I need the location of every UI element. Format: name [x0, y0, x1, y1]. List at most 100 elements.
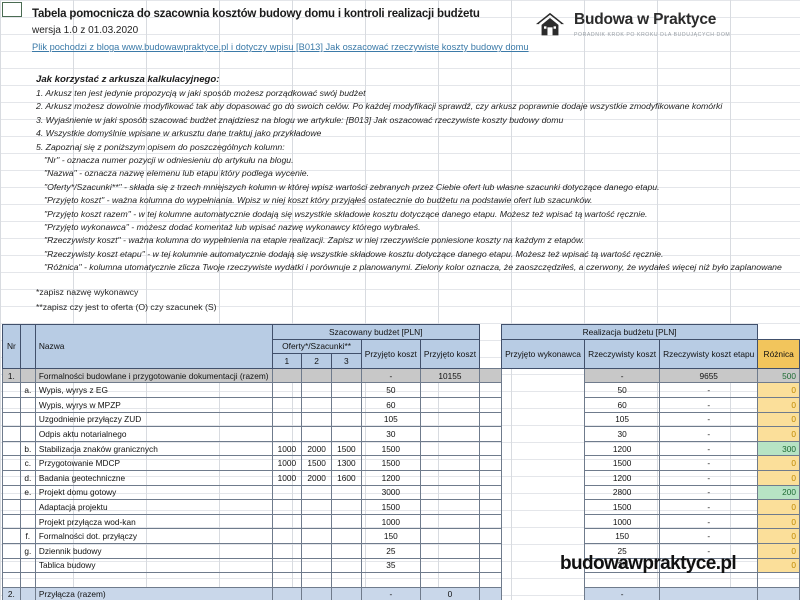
cell-nr[interactable] [2, 499, 21, 515]
cell-letter[interactable] [19, 572, 36, 588]
cell-nr[interactable] [2, 542, 21, 559]
cell-difference[interactable] [757, 572, 800, 588]
cell-real-cost-stage[interactable]: - [659, 455, 759, 471]
cell-real-cost-stage[interactable] [659, 586, 759, 600]
cell-cost[interactable]: 105 [360, 411, 421, 428]
cell-offer-3[interactable] [331, 572, 362, 588]
cell-offer-2[interactable] [301, 411, 332, 428]
table-row[interactable]: Uzgodnienie przyłączy ZUD 105 105-0 [2, 411, 800, 428]
cell-real-cost-stage[interactable]: - [659, 440, 759, 457]
cell-offer-1[interactable] [271, 499, 303, 515]
cell-contractor[interactable] [479, 542, 502, 559]
cell-offer-3[interactable] [331, 382, 362, 398]
cell-letter[interactable]: b. [19, 440, 36, 457]
cell-nr[interactable] [2, 426, 21, 442]
cell-difference[interactable]: 0 [757, 396, 800, 413]
cell-offer-1[interactable] [271, 411, 303, 428]
cell-offer-2[interactable] [301, 426, 332, 442]
cell-cost-total[interactable] [419, 411, 481, 428]
cell-nr[interactable] [2, 469, 21, 486]
cell-letter[interactable]: e. [19, 484, 36, 501]
cell-nr[interactable]: 2. [2, 586, 21, 600]
cell-contractor[interactable] [479, 411, 502, 428]
cell-cost-total[interactable] [419, 484, 481, 501]
cell-real-cost-stage[interactable]: - [659, 469, 759, 486]
cell-cost[interactable]: 30 [360, 426, 421, 442]
cell-contractor[interactable] [479, 499, 502, 515]
cell-cost[interactable]: 50 [360, 382, 421, 398]
cell-real-cost[interactable]: 1200 [584, 469, 661, 486]
cell-cost-total[interactable]: 0 [419, 586, 481, 600]
cell-offer-1[interactable] [271, 396, 303, 413]
cell-real-cost-stage[interactable]: - [659, 382, 759, 398]
cell-offer-1[interactable] [271, 586, 303, 600]
cell-offer-3[interactable] [331, 484, 362, 501]
cell-cost-total[interactable] [419, 513, 481, 530]
cell-letter[interactable]: g. [19, 542, 36, 559]
cell-name[interactable]: Tablica budowy [34, 557, 273, 574]
cell-offer-2[interactable] [301, 513, 332, 530]
cell-letter[interactable]: c. [19, 455, 36, 471]
cell-offer-2[interactable] [301, 528, 332, 544]
cell-cost[interactable]: 1500 [360, 455, 421, 471]
cell-name[interactable]: Wypis, wyrys w MPZP [34, 396, 273, 413]
cell-offer-3[interactable] [331, 367, 362, 384]
cell-offer-3[interactable] [331, 396, 362, 413]
cell-cost-total[interactable] [419, 542, 481, 559]
cell-offer-3[interactable] [331, 426, 362, 442]
cell-difference[interactable]: 0 [757, 455, 800, 471]
cell-offer-2[interactable]: 1500 [301, 455, 332, 471]
cell-nr[interactable] [2, 572, 21, 588]
cell-contractor[interactable] [479, 586, 502, 600]
cell-contractor[interactable] [479, 528, 502, 544]
cell-offer-1[interactable] [271, 528, 303, 544]
cell-nr[interactable] [2, 440, 21, 457]
cell-real-cost[interactable]: 30 [584, 426, 661, 442]
cell-name[interactable]: Projekt domu gotowy [34, 484, 273, 501]
table-row[interactable]: g. Dziennik budowy 25 25-0 [2, 542, 800, 559]
cell-nr[interactable] [2, 382, 21, 398]
cell-name[interactable]: Formalności dot. przyłączy [34, 528, 273, 544]
cell-offer-2[interactable]: 2000 [301, 469, 332, 486]
cell-letter[interactable]: a. [19, 382, 36, 398]
cell-difference[interactable]: 0 [757, 469, 800, 486]
cell-letter[interactable] [19, 411, 36, 428]
table-row[interactable] [2, 572, 800, 588]
cell-real-cost[interactable]: 60 [584, 396, 661, 413]
cell-real-cost[interactable]: 50 [584, 382, 661, 398]
cell-offer-3[interactable]: 1600 [331, 469, 362, 486]
cell-letter[interactable] [19, 396, 36, 413]
cell-name[interactable]: Projekt przyłącza wod-kan [34, 513, 273, 530]
cell-difference[interactable]: 0 [757, 528, 800, 544]
cell-contractor[interactable] [479, 367, 502, 384]
cell-letter[interactable] [19, 499, 36, 515]
cell-difference[interactable]: 500 [757, 367, 800, 384]
cell-contractor[interactable] [479, 484, 502, 501]
cell-difference[interactable]: 0 [757, 426, 800, 442]
cell-nr[interactable] [2, 528, 21, 544]
cell-contractor[interactable] [479, 440, 502, 457]
cell-name[interactable]: Odpis aktu notarialnego [34, 426, 273, 442]
table-row[interactable]: a. Wypis, wyrys z EG 50 50-0 [2, 382, 800, 398]
cell-cost-total[interactable] [419, 396, 481, 413]
cell-real-cost-stage[interactable]: - [659, 426, 759, 442]
cell-real-cost[interactable]: 1500 [584, 499, 661, 515]
cell-contractor[interactable] [479, 455, 502, 471]
cell-contractor[interactable] [479, 557, 502, 574]
cell-offer-3[interactable] [331, 528, 362, 544]
cell-difference[interactable] [757, 586, 800, 600]
cell-name[interactable]: Badania geotechniczne [34, 469, 273, 486]
source-link[interactable]: Plik pochodzi z bloga www.budowawpraktyc… [32, 42, 529, 52]
cell-offer-1[interactable] [271, 513, 303, 530]
cell-difference[interactable]: 0 [757, 499, 800, 515]
cell-offer-2[interactable] [301, 572, 332, 588]
cell-cost-total[interactable] [419, 455, 481, 471]
cell-real-cost-stage[interactable]: - [659, 499, 759, 515]
cell-real-cost[interactable]: - [584, 586, 661, 600]
cell-letter[interactable]: f. [19, 528, 36, 544]
cell-real-cost-stage[interactable]: - [659, 396, 759, 413]
cell-cost[interactable]: 1200 [360, 469, 421, 486]
cell-name[interactable]: Formalności budowlane i przygotowanie do… [34, 367, 273, 384]
cell-real-cost[interactable]: 1000 [584, 513, 661, 530]
cell-cost-total[interactable]: 10155 [419, 367, 481, 384]
